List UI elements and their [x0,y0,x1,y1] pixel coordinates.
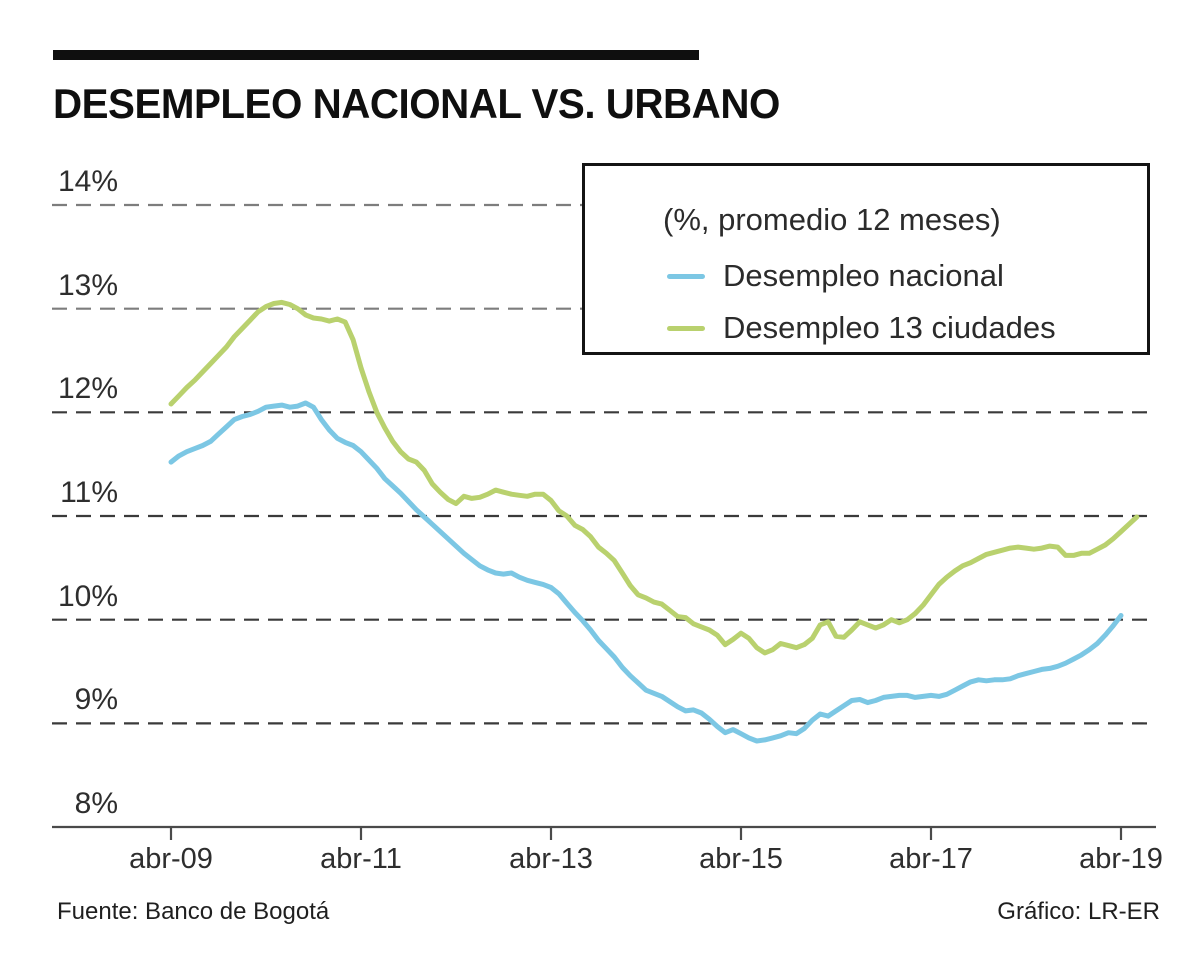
legend-subtitle: (%, promedio 12 meses) [663,202,1001,237]
legend-item-label: Desempleo nacional [723,258,1004,293]
x-axis-label-abr-09: abr-09 [129,843,213,875]
legend-item-nacional: Desempleo nacional [667,258,1004,294]
legend-item-13-ciudades: Desempleo 13 ciudades [667,310,1056,346]
x-axis-label-abr-17: abr-17 [889,843,973,875]
title-divider-bar [53,50,699,60]
y-axis-label-14pct: 14% [57,165,118,198]
x-axis-label-abr-11: abr-11 [320,843,402,875]
page-title: DESEMPLEO NACIONAL VS. URBANO [53,80,780,127]
ciudades-line-swatch-icon [667,325,705,331]
x-axis-label-abr-15: abr-15 [699,843,783,875]
y-axis-label-10pct: 10% [57,579,118,613]
y-axis-label-12pct: 12% [57,372,118,406]
x-axis-label-abr-19: abr-19 [1079,843,1163,875]
chart-line-desempleo-nacional [168,400,1124,744]
graphic-credit: Gráfico: LR-ER [997,898,1160,925]
y-axis-label-13pct: 13% [57,268,118,302]
source-credit: Fuente: Banco de Bogotá [57,898,330,925]
chart-line-desempleo-13-ciudades [168,299,1140,656]
chart-legend: (%, promedio 12 meses) Desempleo naciona… [582,163,1150,355]
legend-item-label: Desempleo 13 ciudades [723,310,1056,345]
y-axis-label-11pct: 11% [60,476,118,509]
y-axis-label-8pct: 8% [74,787,118,820]
y-axis-label-9pct: 9% [74,683,118,717]
nacional-line-swatch-icon [667,273,705,279]
x-axis-label-abr-13: abr-13 [509,843,593,875]
